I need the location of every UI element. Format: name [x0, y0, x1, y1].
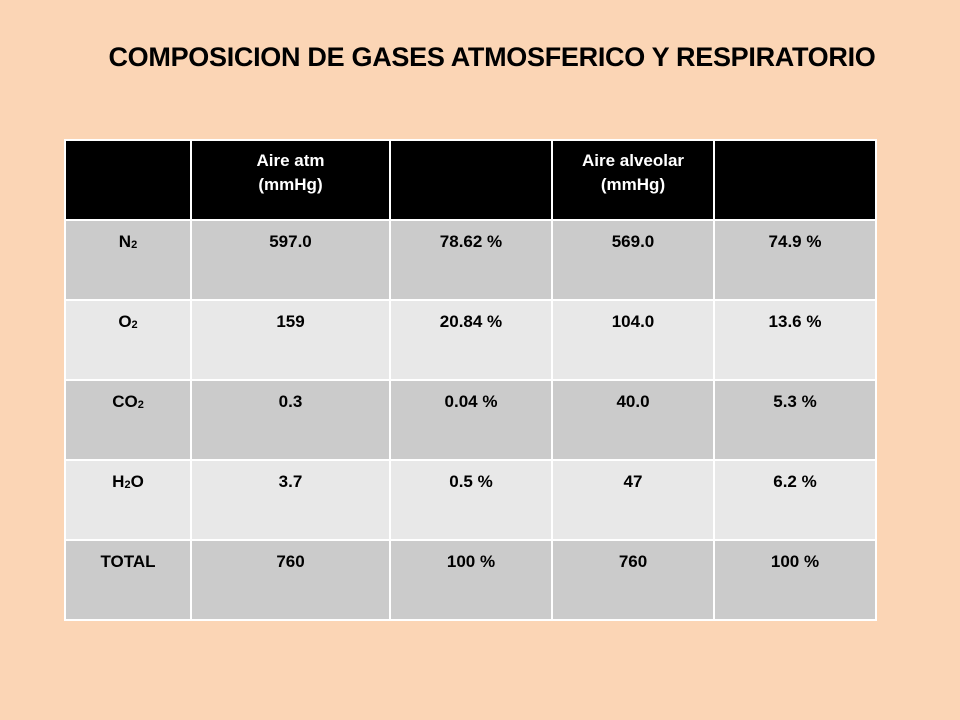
slide-title-text: COMPOSICION DE GASES ATMOSFERICO Y RESPI… — [108, 42, 876, 72]
header-line: (mmHg) — [258, 175, 323, 194]
gas-name-cell: H2O — [64, 459, 192, 541]
gas-name-cell: CO2 — [64, 379, 192, 461]
gas-symbol: H — [112, 472, 125, 491]
header-line: (mmHg) — [600, 175, 666, 194]
alv-percent-cell: 13.6 % — [713, 299, 877, 381]
atm-percent-cell: 78.62 % — [389, 219, 553, 301]
header-cell-atm-percent — [389, 139, 553, 221]
alv-percent-cell: 100 % — [713, 539, 877, 621]
gas-name-cell: O2 — [64, 299, 192, 381]
gas-symbol: N — [118, 232, 132, 251]
gas-symbol: TOTAL — [100, 552, 156, 571]
header-cell-alv-percent — [713, 139, 877, 221]
table-row-co2: CO2 0.3 0.04 % 40.0 5.3 % — [64, 379, 877, 461]
gas-name-cell: TOTAL — [64, 539, 192, 621]
gas-subscript: 2 — [131, 319, 138, 331]
header-cell-aire-atm: Aire atm (mmHg) — [190, 139, 391, 221]
table-row-total: TOTAL 760 100 % 760 100 % — [64, 539, 877, 621]
atm-mmhg-cell: 159 — [190, 299, 391, 381]
atm-mmhg-cell: 0.3 — [190, 379, 391, 461]
gas-symbol: O — [118, 312, 132, 331]
table-row-n2: N2 597.0 78.62 % 569.0 74.9 % — [64, 219, 877, 301]
gas-name-cell: N2 — [64, 219, 192, 301]
alv-mmhg-cell: 569.0 — [551, 219, 715, 301]
alv-mmhg-cell: 104.0 — [551, 299, 715, 381]
gas-composition-table: Aire atm (mmHg) Aire alveolar (mmHg) N2 … — [64, 139, 877, 621]
alv-mmhg-cell: 47 — [551, 459, 715, 541]
alv-percent-cell: 74.9 % — [713, 219, 877, 301]
atm-percent-cell: 100 % — [389, 539, 553, 621]
alv-percent-cell: 5.3 % — [713, 379, 877, 461]
header-cell-gas — [64, 139, 192, 221]
atm-mmhg-cell: 597.0 — [190, 219, 391, 301]
alv-percent-cell: 6.2 % — [713, 459, 877, 541]
table-header-row: Aire atm (mmHg) Aire alveolar (mmHg) — [64, 139, 877, 221]
gas-subscript: 2 — [131, 239, 138, 251]
header-cell-aire-alveolar: Aire alveolar (mmHg) — [551, 139, 715, 221]
alv-mmhg-cell: 760 — [551, 539, 715, 621]
atm-mmhg-cell: 3.7 — [190, 459, 391, 541]
table-row-o2: O2 159 20.84 % 104.0 13.6 % — [64, 299, 877, 381]
atm-percent-cell: 0.5 % — [389, 459, 553, 541]
atm-percent-cell: 0.04 % — [389, 379, 553, 461]
atm-percent-cell: 20.84 % — [389, 299, 553, 381]
alv-mmhg-cell: 40.0 — [551, 379, 715, 461]
gas-symbol-tail: O — [130, 472, 144, 491]
slide-title: COMPOSICION DE GASES ATMOSFERICO Y RESPI… — [0, 42, 960, 82]
header-line: Aire alveolar — [581, 151, 685, 170]
atm-mmhg-cell: 760 — [190, 539, 391, 621]
header-line: Aire atm — [256, 151, 325, 170]
table-row-h2o: H2O 3.7 0.5 % 47 6.2 % — [64, 459, 877, 541]
gas-subscript: 2 — [124, 479, 131, 491]
gas-subscript: 2 — [137, 399, 144, 411]
gas-symbol: CO — [112, 392, 138, 411]
